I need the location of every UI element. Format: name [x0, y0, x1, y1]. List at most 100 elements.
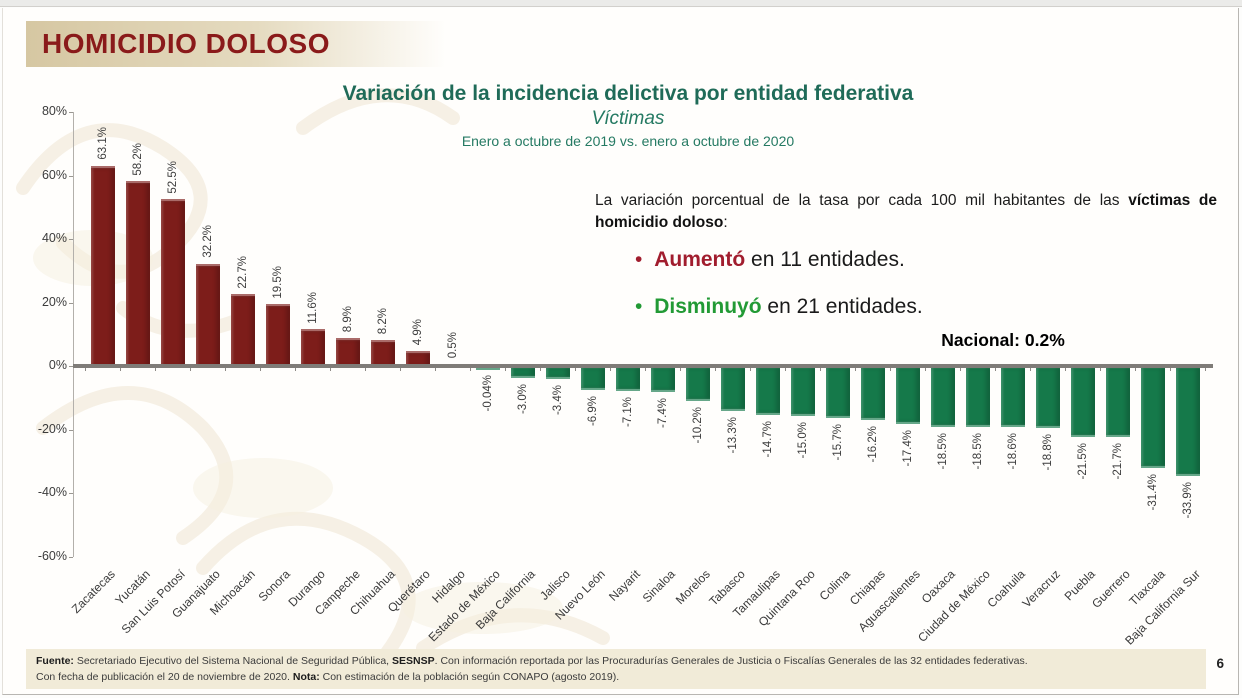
bar — [196, 263, 220, 367]
x-tick-mark — [120, 368, 121, 372]
x-tick-mark — [1100, 368, 1101, 372]
bar — [1176, 368, 1200, 477]
bar — [1001, 368, 1025, 428]
bar — [406, 350, 430, 367]
y-tick-mark — [69, 302, 73, 304]
x-tick-mark — [610, 368, 611, 372]
bar — [756, 368, 780, 415]
category-label: Coahuila — [984, 567, 1028, 611]
category-label: Veracruz — [1019, 567, 1063, 611]
y-tick-mark — [69, 493, 73, 495]
bar-value-label: -21.7% — [1112, 443, 1124, 480]
bar — [91, 165, 115, 367]
bar-value-label: -14.7% — [762, 421, 774, 458]
bar-value-label: -13.3% — [727, 416, 739, 453]
bar-value-label: 52.5% — [167, 160, 179, 194]
x-tick-mark — [505, 368, 506, 372]
annotation-bold-text: víctimas de homicidio doloso — [595, 192, 1217, 231]
bar-value-label: 4.9% — [412, 318, 424, 345]
page-title: HOMICIDIO DOLOSO — [42, 28, 330, 59]
x-tick-mark — [85, 368, 86, 372]
x-tick-mark — [1135, 368, 1136, 372]
fuente-text-2: . Con información reportada por las Proc… — [434, 655, 1028, 667]
y-tick-label: 80% — [41, 104, 67, 118]
y-tick-label: 60% — [41, 167, 67, 182]
bar — [301, 329, 325, 367]
bar-value-label: 63.1% — [97, 127, 109, 160]
x-tick-mark — [715, 368, 716, 372]
footer: Fuente: Secretariado Ejecutivo del Siste… — [26, 649, 1206, 689]
bar — [1071, 368, 1095, 437]
x-tick-mark — [1170, 368, 1171, 372]
bar — [931, 368, 955, 428]
bar — [1106, 368, 1130, 438]
category-label: Nayarit — [606, 567, 643, 604]
annotation-paragraph: La variación porcentual de la tasa por c… — [595, 190, 1217, 234]
x-tick-mark — [820, 368, 821, 372]
bar — [336, 337, 360, 367]
bar-value-label: -18.6% — [1007, 433, 1019, 470]
bar-value-label: -3.0% — [517, 383, 529, 414]
y-tick-mark — [69, 429, 73, 431]
bar — [511, 368, 535, 378]
plot-area: 80% 60% 40% 20% 0% -20% -40% -60% 63.1% 58.2% 52.5… — [38, 104, 1213, 563]
x-tick-mark — [855, 368, 856, 372]
y-tick-mark — [69, 366, 73, 368]
y-tick-label: 20% — [41, 294, 67, 309]
bar-value-label: -15.0% — [797, 421, 809, 459]
bullet-dot-decrease: • — [635, 295, 643, 318]
y-tick-mark — [69, 557, 73, 558]
x-tick-mark — [785, 368, 786, 372]
x-tick-mark — [295, 368, 296, 372]
y-tick-mark — [69, 175, 73, 177]
bar-value-label: -17.4% — [902, 429, 914, 467]
category-label: Guerrero — [1089, 567, 1133, 611]
y-tick-mark — [69, 112, 73, 113]
chart-title: Variación de la incidencia delictiva por… — [342, 82, 914, 105]
bar-value-label: -10.2% — [692, 406, 704, 444]
bullet-dot-increase: • — [635, 248, 643, 271]
x-tick-mark — [995, 368, 996, 372]
slide: HOMICIDIO DOLOSO Variación de la inciden… — [2, 8, 1239, 695]
bar-value-label: -7.4% — [657, 397, 669, 428]
bar-value-label: -3.4% — [552, 385, 564, 416]
x-tick-mark — [925, 368, 926, 372]
x-tick-mark — [960, 368, 961, 372]
bullet-down-rest: en 21 entidades. — [761, 295, 923, 318]
bar-value-label: 8.2% — [377, 308, 389, 335]
bar — [966, 368, 990, 428]
bar-value-label: -16.2% — [867, 425, 879, 463]
bar — [126, 181, 150, 367]
x-tick-mark — [400, 368, 401, 372]
bar — [686, 368, 710, 401]
bar — [546, 368, 570, 380]
bar-value-label: -6.9% — [587, 396, 599, 427]
publication-date-text: Con fecha de publicación el 20 de noviem… — [36, 670, 293, 683]
page-number: 6 — [1216, 656, 1224, 671]
bar — [791, 368, 815, 416]
national-value-label: Nacional: 0.2% — [941, 330, 1065, 350]
bar — [371, 340, 395, 367]
x-tick-mark — [1030, 368, 1031, 372]
y-tick-label: -20% — [37, 421, 67, 436]
bar-value-label: 8.9% — [342, 305, 354, 332]
bar — [616, 368, 640, 391]
chart-subtitle: Víctimas — [591, 108, 665, 129]
bullet-increase: • Aumentó en 11 entidades. — [635, 248, 905, 272]
sesnsp-label: SESNSP — [392, 655, 435, 667]
chart-period: Enero a octubre de 2019 vs. enero a octu… — [461, 133, 795, 149]
bar-value-label: 19.5% — [272, 265, 284, 299]
x-tick-mark — [365, 368, 366, 372]
bullet-up-text: Aumentó — [654, 248, 746, 271]
bar-value-label: 58.2% — [132, 142, 144, 176]
bar — [651, 368, 675, 392]
nota-text: Con estimación de la población según CON… — [319, 670, 620, 683]
bar-value-label: -7.1% — [622, 396, 634, 427]
category-label: Zacatecas — [68, 567, 118, 617]
bar-value-label: -18.5% — [972, 433, 984, 470]
x-tick-mark — [330, 368, 331, 372]
bar — [476, 368, 500, 371]
x-tick-mark — [540, 368, 541, 372]
bar — [1036, 368, 1060, 429]
